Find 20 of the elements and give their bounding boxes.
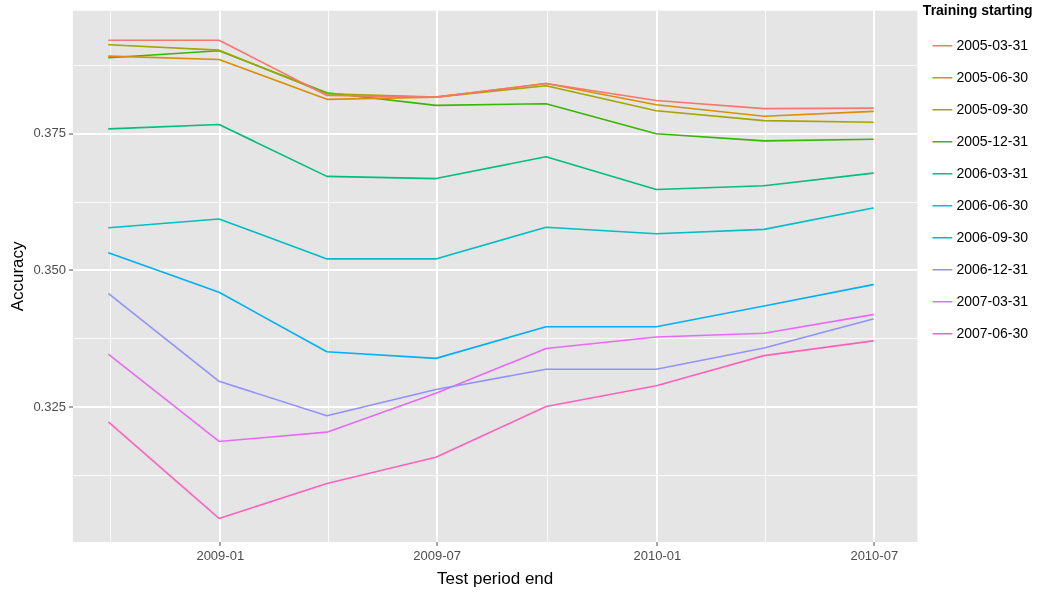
legend-label: 2005-06-30 <box>956 68 1029 85</box>
legend-label: 2005-03-31 <box>956 36 1029 53</box>
legend-label: 2005-12-31 <box>956 132 1029 149</box>
legend-title: Training starting <box>922 1 1033 18</box>
y-tick-label: 0.350 <box>33 261 66 277</box>
y-tick-label: 0.375 <box>33 125 66 141</box>
x-axis-title: Test period end <box>437 569 554 589</box>
x-tick-label: 2010-01 <box>633 548 682 564</box>
legend-label: 2007-06-30 <box>956 324 1029 341</box>
y-tick-label: 0.325 <box>33 398 66 414</box>
x-tick-label: 2010-07 <box>850 548 899 564</box>
legend-label: 2006-06-30 <box>956 196 1029 213</box>
x-tick-label: 2009-01 <box>196 548 245 564</box>
legend-label: 2006-09-30 <box>956 228 1029 245</box>
legend-label: 2007-03-31 <box>956 292 1029 309</box>
legend-label: 2005-09-30 <box>956 100 1029 117</box>
legend-label: 2006-12-31 <box>956 260 1029 277</box>
y-axis-title: Accuracy <box>7 240 27 312</box>
x-tick-label: 2009-07 <box>413 548 461 564</box>
legend-label: 2006-03-31 <box>956 164 1029 181</box>
